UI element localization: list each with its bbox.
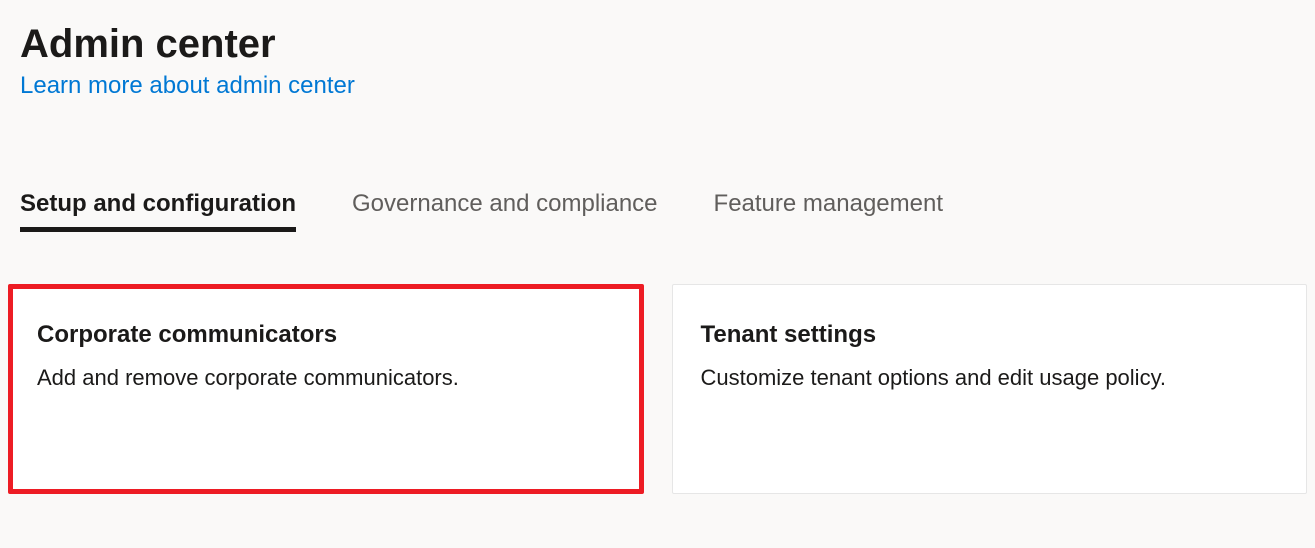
card-title: Tenant settings	[701, 321, 1279, 349]
tabs-container: Setup and configuration Governance and c…	[0, 190, 1315, 228]
tab-governance-and-compliance[interactable]: Governance and compliance	[352, 190, 658, 228]
learn-more-link[interactable]: Learn more about admin center	[20, 72, 355, 100]
page-title: Admin center	[20, 20, 1295, 68]
tabs-row: Setup and configuration Governance and c…	[20, 190, 1295, 228]
card-description: Customize tenant options and edit usage …	[701, 365, 1279, 391]
tab-feature-management[interactable]: Feature management	[714, 190, 943, 228]
card-title: Corporate communicators	[37, 321, 615, 349]
page-header: Admin center Learn more about admin cent…	[0, 0, 1315, 100]
card-tenant-settings[interactable]: Tenant settings Customize tenant options…	[672, 284, 1308, 494]
tab-setup-and-configuration[interactable]: Setup and configuration	[20, 190, 296, 228]
card-description: Add and remove corporate communicators.	[37, 365, 615, 391]
cards-container: Corporate communicators Add and remove c…	[0, 284, 1315, 494]
card-corporate-communicators[interactable]: Corporate communicators Add and remove c…	[8, 284, 644, 494]
